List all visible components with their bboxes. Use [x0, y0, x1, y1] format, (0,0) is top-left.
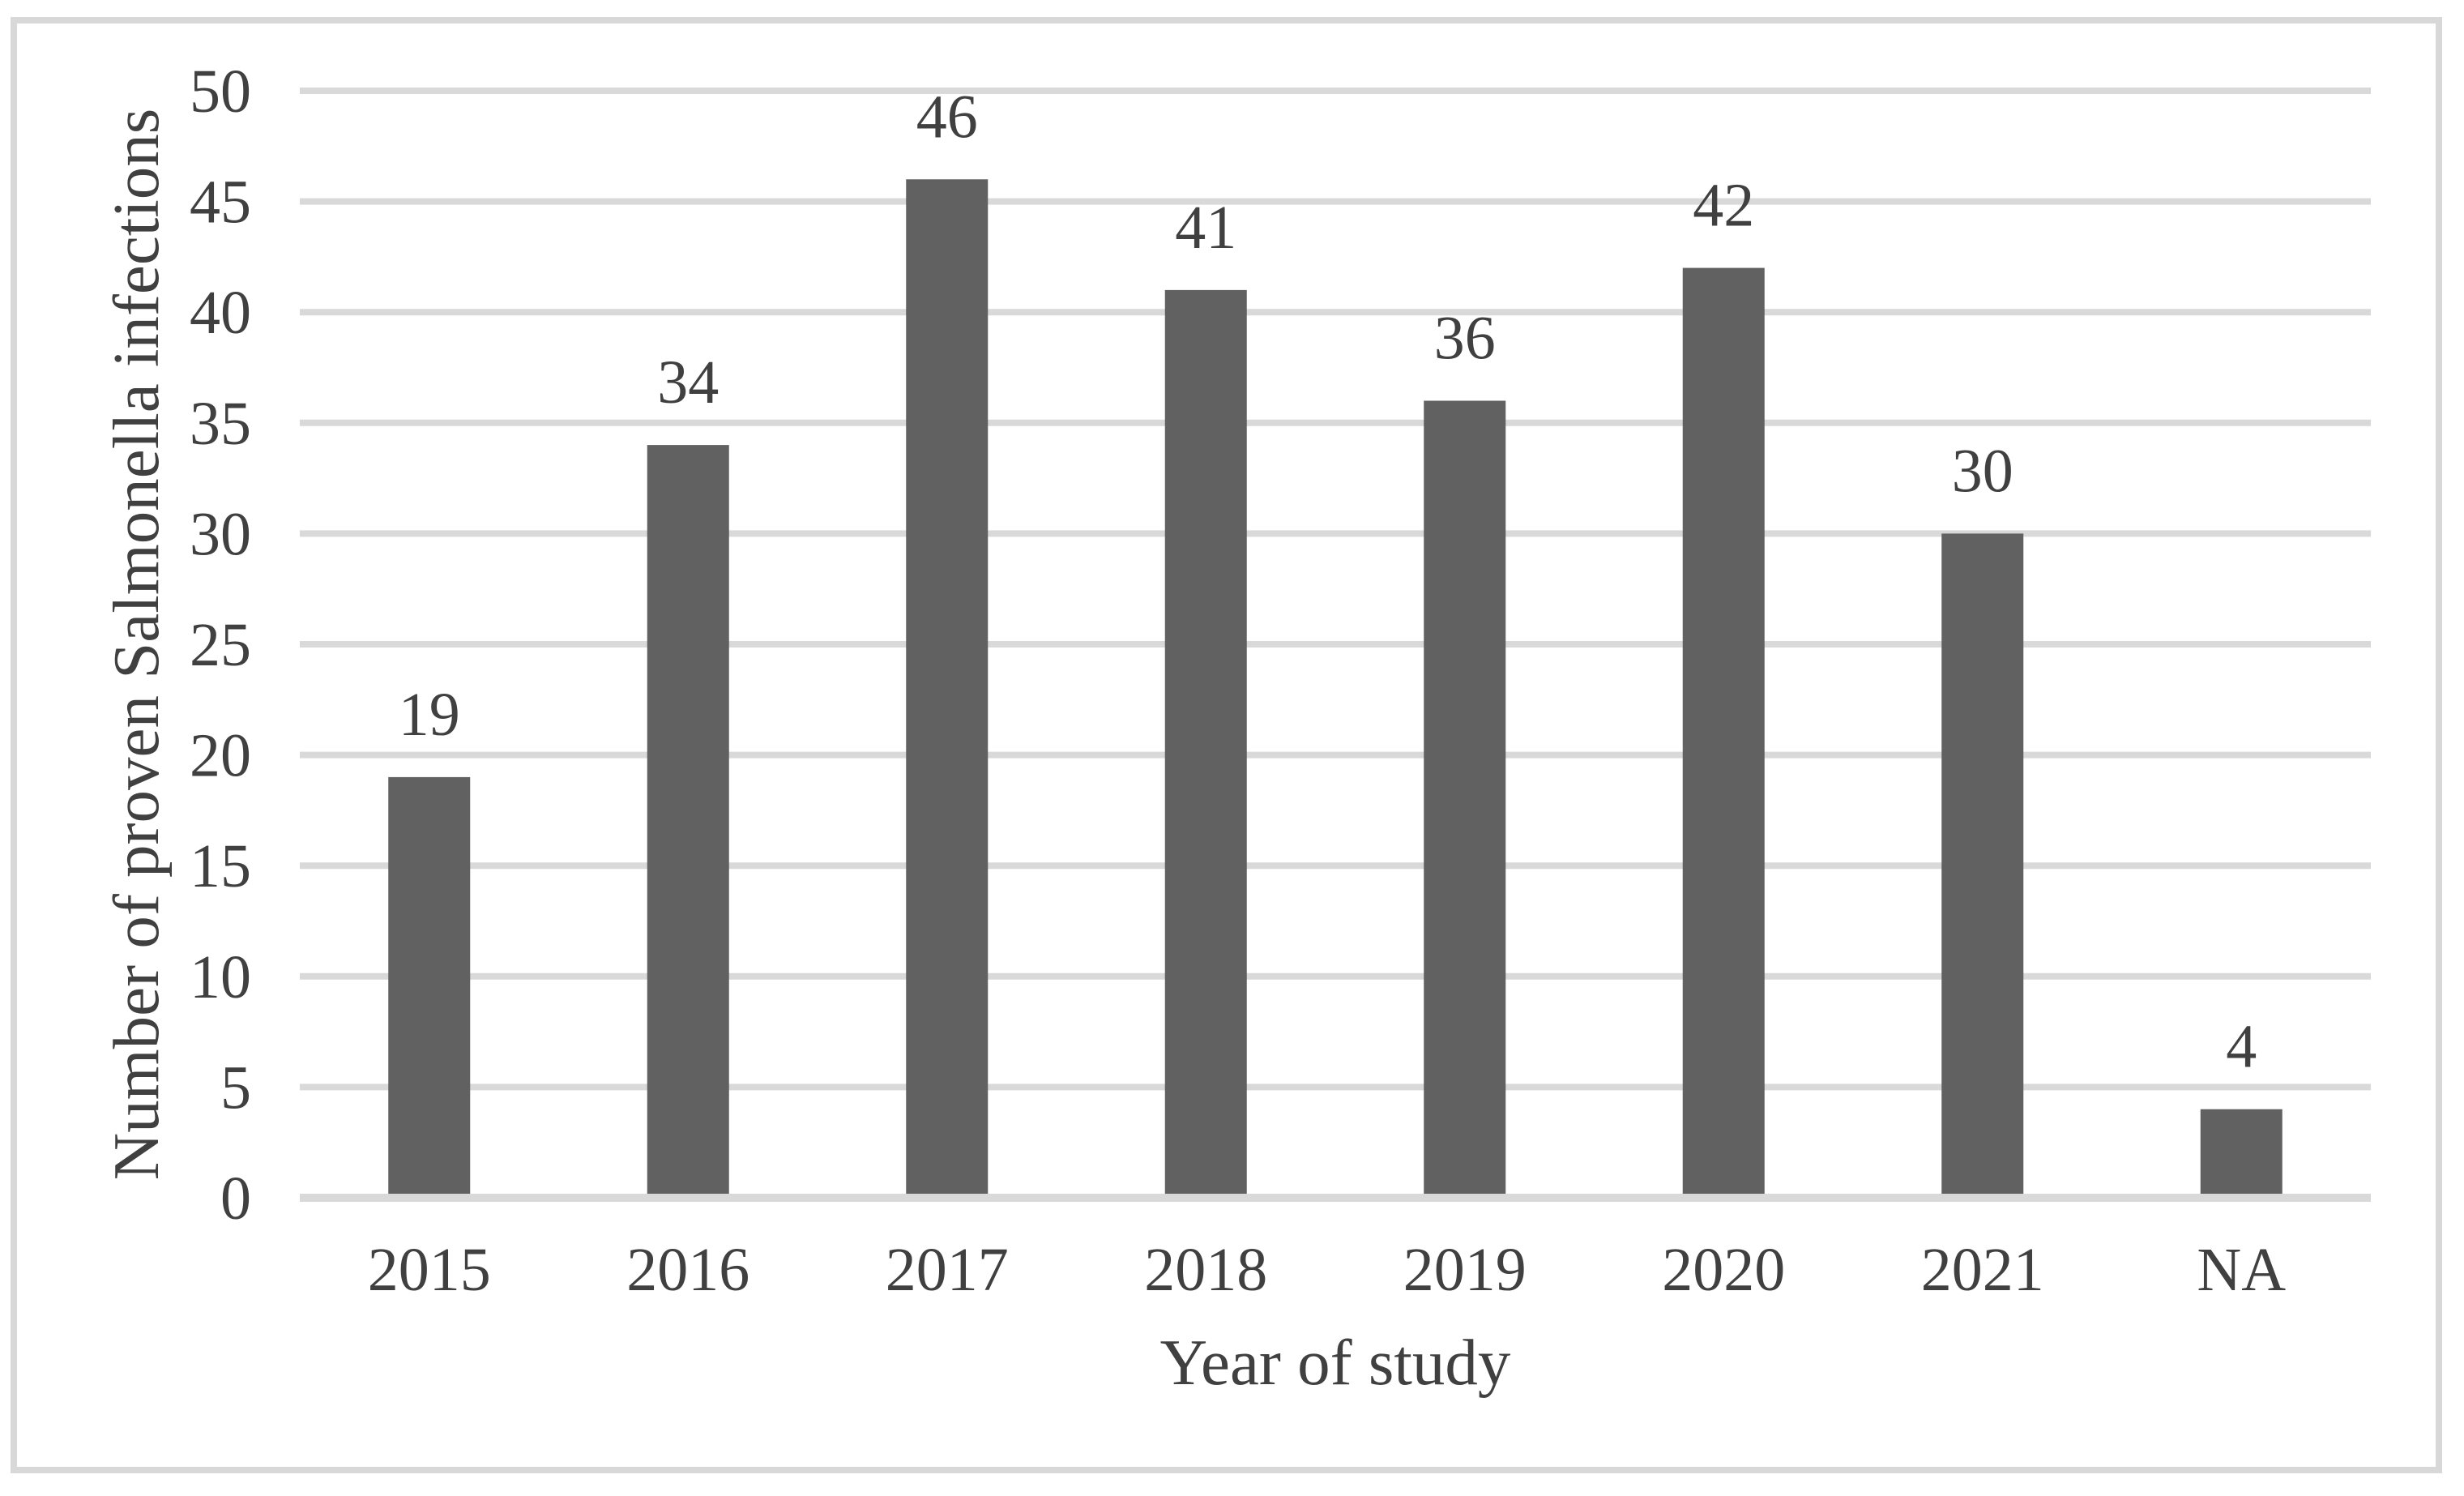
- x-tick-label: 2016: [626, 1236, 749, 1304]
- y-tick-label: 25: [190, 611, 251, 679]
- bar: [1941, 533, 2024, 1198]
- bar: [388, 776, 471, 1198]
- bar-value-label: 4: [2226, 1013, 2257, 1081]
- bar: [2200, 1109, 2283, 1198]
- x-tick-label: 2018: [1144, 1236, 1267, 1304]
- bar: [1164, 289, 1247, 1198]
- y-tick-label: 0: [220, 1165, 251, 1233]
- x-tick-label: 2017: [886, 1236, 1009, 1304]
- bar-value-label: 19: [399, 681, 460, 749]
- y-tick-label: 50: [190, 58, 251, 126]
- x-tick-label: 2019: [1403, 1236, 1527, 1304]
- y-tick-label: 5: [220, 1054, 251, 1122]
- x-tick-label: NA: [2197, 1236, 2286, 1304]
- bar: [1682, 267, 1765, 1198]
- bar-value-label: 34: [657, 348, 719, 417]
- x-tick-label: 2021: [1921, 1236, 2044, 1304]
- x-tick-label: 2015: [368, 1236, 491, 1304]
- x-tick-label: 2020: [1662, 1236, 1785, 1304]
- bar-value-label: 46: [916, 83, 978, 151]
- bar-value-label: 30: [1952, 437, 2013, 505]
- y-tick-label: 40: [190, 279, 251, 347]
- bar-value-label: 36: [1434, 304, 1496, 372]
- bar-value-label: 41: [1175, 194, 1236, 262]
- y-tick-label: 20: [190, 722, 251, 790]
- y-axis-title: Number of proven Salmonella infections: [100, 108, 173, 1181]
- bar-value-label: 42: [1693, 172, 1754, 240]
- x-axis-title: Year of study: [1159, 1326, 1511, 1399]
- y-tick-label: 10: [190, 943, 251, 1011]
- bar: [1424, 400, 1506, 1199]
- bar: [906, 179, 989, 1198]
- y-tick-label: 15: [190, 832, 251, 900]
- y-tick-label: 45: [190, 169, 251, 237]
- y-tick-label: 35: [190, 390, 251, 458]
- y-tick-label: 30: [190, 500, 251, 568]
- bar: [647, 445, 729, 1198]
